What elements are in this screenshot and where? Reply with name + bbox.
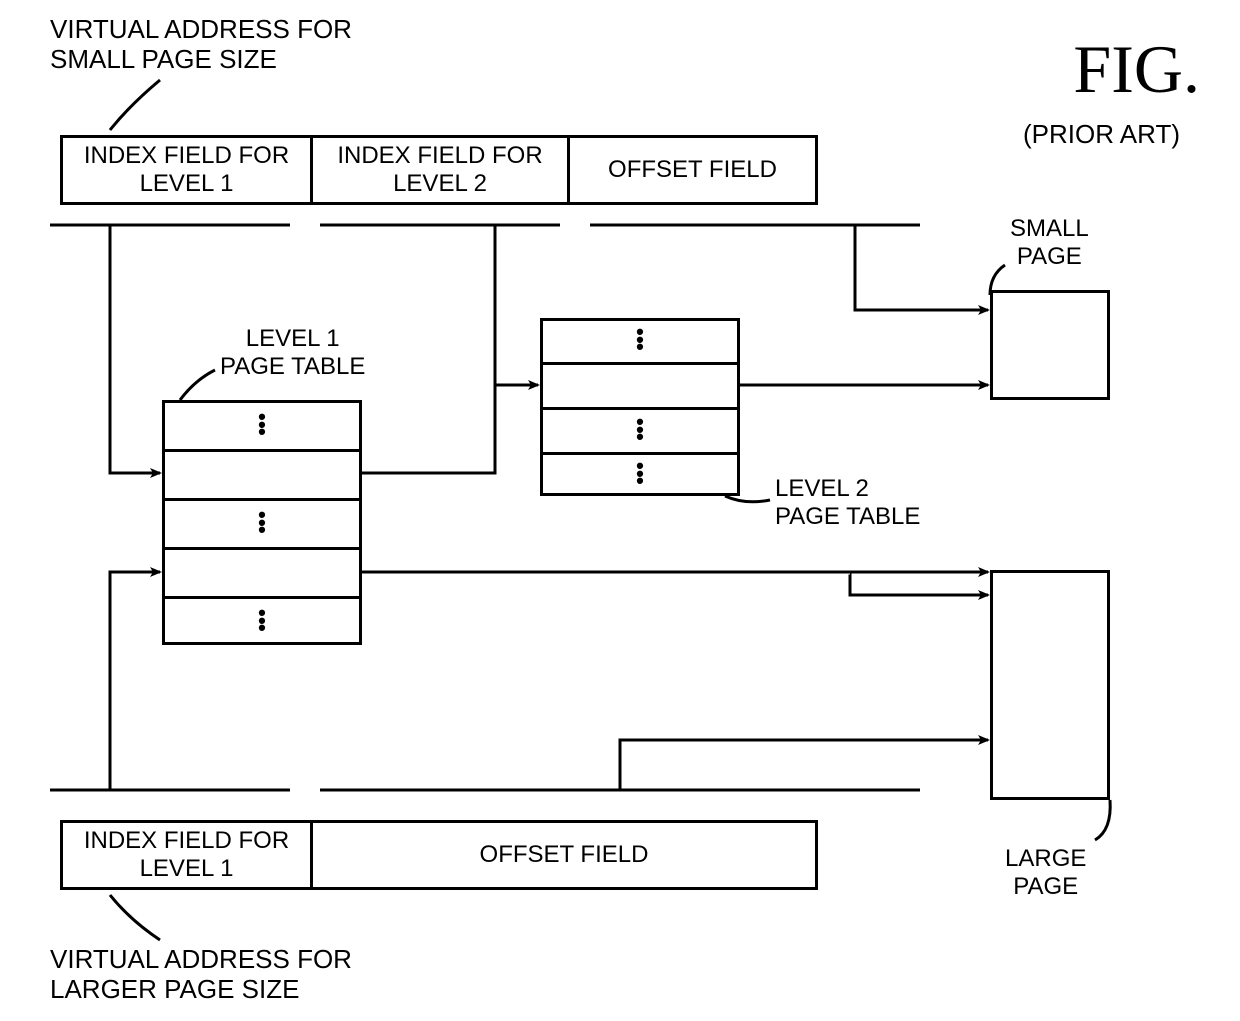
l1-row-divider — [162, 547, 362, 550]
bottom-caption: VIRTUAL ADDRESS FOR LARGER PAGE SIZE — [50, 945, 352, 1005]
small-page — [990, 290, 1110, 400]
large-page-label: LARGE PAGE — [1005, 845, 1086, 900]
l2-table-label: LEVEL 2 PAGE TABLE — [775, 475, 920, 530]
dots-icon: ••• — [252, 609, 272, 632]
l1-row-divider — [162, 449, 362, 452]
dots-icon: ••• — [630, 462, 650, 485]
l1-table-label: LEVEL 1 PAGE TABLE — [220, 325, 365, 380]
dots-icon: ••• — [630, 328, 650, 351]
top-addr-field-2: INDEX FIELD FOR LEVEL 2 — [313, 135, 570, 205]
bottom-addr-field-1: INDEX FIELD FOR LEVEL 1 — [60, 820, 313, 890]
l1-row-divider — [162, 596, 362, 599]
large-page — [990, 570, 1110, 800]
dots-icon: ••• — [252, 511, 272, 534]
dots-icon: ••• — [630, 418, 650, 441]
top-addr-field-3: OFFSET FIELD — [570, 135, 818, 205]
small-page-label: SMALL PAGE — [1010, 215, 1089, 270]
bottom-addr-field-2: OFFSET FIELD — [313, 820, 818, 890]
top-addr-field-1: INDEX FIELD FOR LEVEL 1 — [60, 135, 313, 205]
top-caption: VIRTUAL ADDRESS FOR SMALL PAGE SIZE — [50, 15, 352, 75]
l2-row-divider — [540, 362, 740, 365]
dots-icon: ••• — [252, 413, 272, 436]
fig-title: FIG. — [1073, 30, 1200, 108]
l1-row-divider — [162, 498, 362, 501]
fig-subtitle: (PRIOR ART) — [1023, 120, 1180, 150]
